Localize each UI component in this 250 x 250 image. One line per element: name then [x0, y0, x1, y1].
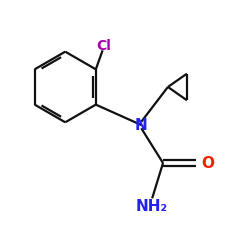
Text: N: N [135, 118, 148, 132]
Text: NH₂: NH₂ [136, 199, 168, 214]
Text: Cl: Cl [96, 39, 112, 53]
Text: O: O [201, 156, 214, 170]
